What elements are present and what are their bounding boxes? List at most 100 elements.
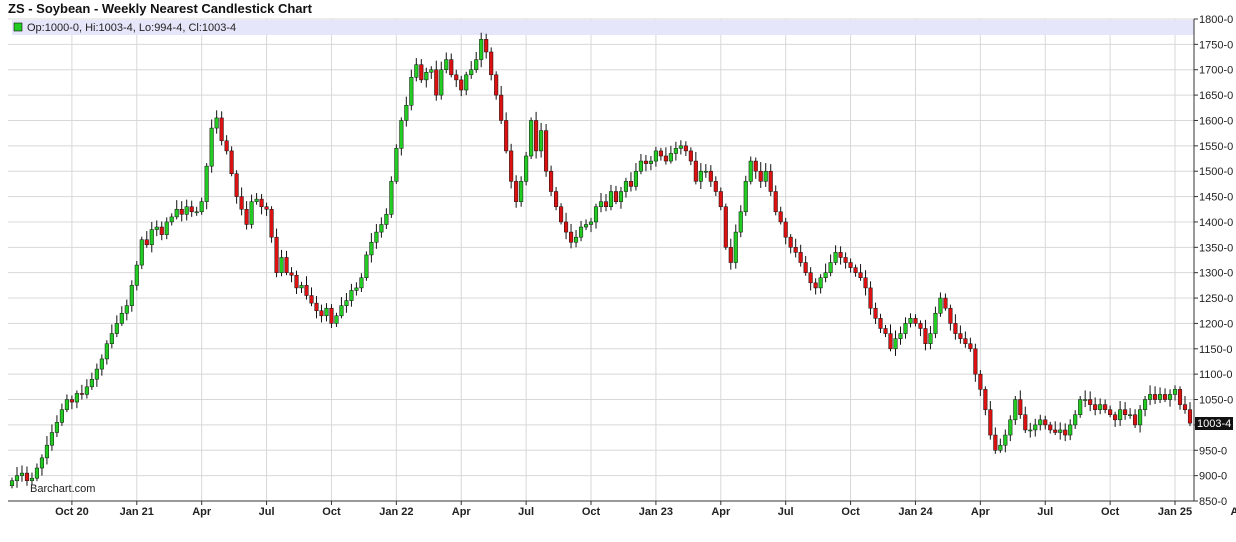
candle: [1153, 386, 1158, 405]
candle: [79, 384, 84, 400]
candle: [708, 165, 713, 187]
candle-body-down: [449, 59, 454, 76]
candle: [893, 330, 898, 356]
candle: [239, 187, 244, 216]
candle-body-down: [958, 333, 963, 339]
candle-body-down: [778, 211, 783, 223]
candle: [359, 273, 364, 292]
candle-body-down: [569, 231, 574, 243]
candle-body-up: [598, 201, 604, 207]
candle: [369, 233, 374, 263]
candle-body-up: [823, 272, 828, 279]
candle-body-down: [683, 145, 688, 152]
candle-body-up: [1058, 429, 1063, 433]
candle-body-down: [863, 277, 868, 289]
candle-body-down: [484, 39, 489, 53]
candle: [748, 156, 753, 185]
candle-body-down: [504, 120, 509, 152]
candle: [1123, 402, 1128, 420]
candle: [174, 200, 179, 220]
candle: [1018, 390, 1023, 419]
candle: [129, 280, 134, 312]
candle: [613, 185, 619, 205]
candle: [833, 245, 838, 266]
candle-body-up: [464, 74, 469, 91]
candle-body-up: [424, 72, 429, 81]
candle: [678, 140, 683, 155]
candle-body-down: [79, 393, 84, 395]
candle-body-up: [384, 214, 389, 225]
candle-body-down: [1123, 409, 1128, 415]
candle: [1133, 409, 1138, 428]
watermark: Barchart.com: [30, 483, 95, 495]
candle: [1138, 405, 1143, 433]
candle: [1187, 402, 1193, 427]
candle: [184, 199, 189, 221]
candle: [254, 193, 259, 205]
candle-body-down: [1103, 404, 1108, 410]
candle-body-up: [618, 191, 624, 202]
candle-body-up: [1038, 419, 1043, 426]
candle-body-up: [668, 153, 673, 162]
candle: [374, 223, 379, 249]
y-tick-label: 850-0: [1199, 496, 1227, 508]
candle-body-up: [608, 191, 614, 207]
candle-body-down: [534, 120, 539, 152]
candle: [783, 217, 788, 245]
candle: [199, 197, 204, 215]
candle: [908, 313, 913, 328]
candle-body-up: [364, 254, 369, 279]
candle-body-down: [783, 221, 788, 238]
candle: [588, 217, 594, 233]
candle: [1053, 421, 1058, 436]
candle: [109, 324, 114, 349]
candle-body-down: [813, 282, 818, 289]
candle-body-up: [583, 224, 589, 228]
candle-body-down: [1053, 429, 1058, 433]
candle-body-down: [978, 373, 983, 390]
candle-body-up: [139, 239, 144, 266]
candle-body-up: [299, 285, 304, 289]
candle-body-up: [254, 198, 259, 202]
candle: [653, 146, 658, 167]
candle-body-down: [434, 69, 439, 96]
candle-body-down: [264, 206, 269, 210]
candle-body-down: [803, 262, 808, 273]
x-tick-label: Jan 24: [898, 506, 933, 518]
candle: [1108, 405, 1113, 418]
candle: [918, 320, 923, 337]
candle: [718, 187, 723, 211]
last-price-box: [1195, 417, 1233, 430]
x-axis: Oct 20 Jan 21 Apr Jul Oct Jan 22 Apr Jul Oct Jan …: [55, 501, 1236, 518]
candle: [459, 75, 464, 97]
chart-title: ZS - Soybean - Weekly Nearest Candlestic…: [8, 1, 312, 16]
candle: [853, 264, 858, 277]
candle-body-down: [219, 117, 224, 142]
candle-body-down: [1113, 414, 1118, 421]
candle-body-down: [1048, 424, 1053, 431]
candle-body-up: [573, 236, 579, 243]
candle-body-down: [713, 181, 718, 192]
candle-body-down: [244, 209, 249, 225]
y-tick-label: 1200-0: [1199, 318, 1233, 330]
candle-body-down: [918, 323, 923, 329]
candle-body-down: [489, 51, 494, 76]
candle: [314, 296, 319, 319]
candle-body-down: [973, 348, 978, 375]
candle-body-up: [409, 77, 414, 106]
candle: [514, 175, 519, 208]
candle: [1088, 391, 1093, 412]
x-tick-label: Jan 25: [1158, 506, 1192, 518]
candle: [329, 304, 334, 328]
candle-body-up: [698, 170, 703, 182]
candle-body-down: [963, 338, 968, 344]
candle-body-down: [454, 74, 459, 81]
candle-body-down: [144, 239, 149, 246]
candle: [204, 163, 209, 210]
candle-body-down: [758, 170, 763, 182]
candle-body-up: [1172, 389, 1178, 395]
candle: [64, 394, 69, 413]
candle-body-up: [404, 105, 409, 121]
candle: [429, 66, 434, 79]
candle: [1038, 414, 1043, 431]
